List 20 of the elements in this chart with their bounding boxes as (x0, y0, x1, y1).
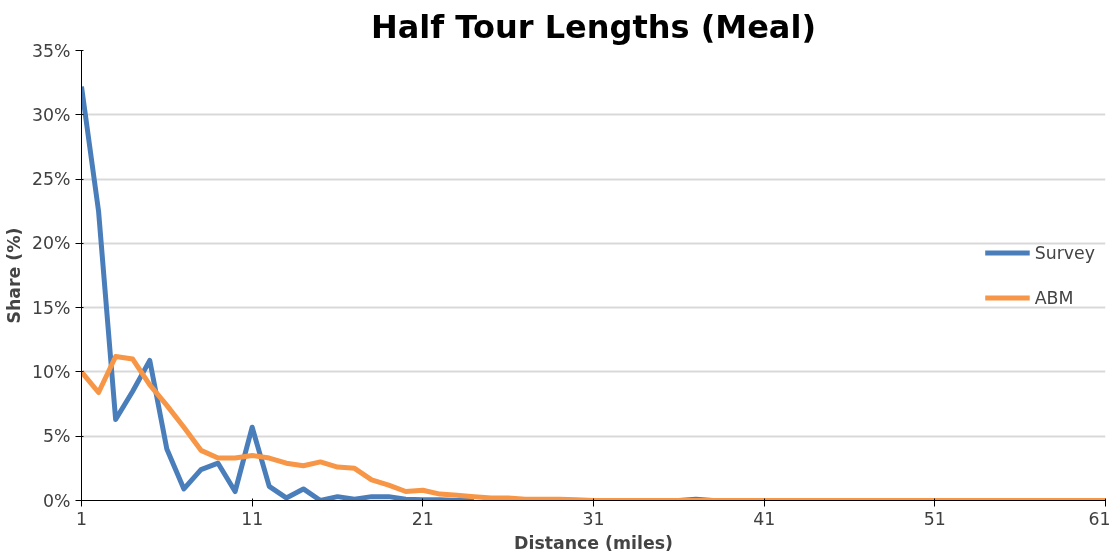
y-tick-label: 0% (43, 490, 71, 511)
x-tick-label: 11 (241, 508, 264, 529)
x-tick-label: 31 (582, 508, 605, 529)
x-tick-label: 61 (1088, 508, 1111, 529)
chart-title: Half Tour Lengths (Meal) (370, 7, 817, 46)
y-tick-label: 35% (31, 40, 71, 61)
y-tick-label: 15% (31, 297, 71, 318)
y-tick-label: 25% (31, 169, 71, 190)
x-tick-label: 21 (411, 508, 434, 529)
y-axis-title: Share (%) (3, 227, 24, 324)
legend-label: ABM (1034, 287, 1074, 308)
x-axis-title: Distance (miles) (514, 532, 673, 553)
x-tick-label: 1 (75, 508, 88, 529)
x-tick-label: 41 (753, 508, 776, 529)
y-tick-label: 10% (31, 361, 71, 382)
y-tick-label: 5% (43, 426, 71, 447)
x-tick-label: 51 (923, 508, 946, 529)
y-tick-label: 20% (31, 233, 71, 254)
legend-label: Survey (1034, 242, 1095, 263)
y-tick-label: 30% (31, 104, 71, 125)
